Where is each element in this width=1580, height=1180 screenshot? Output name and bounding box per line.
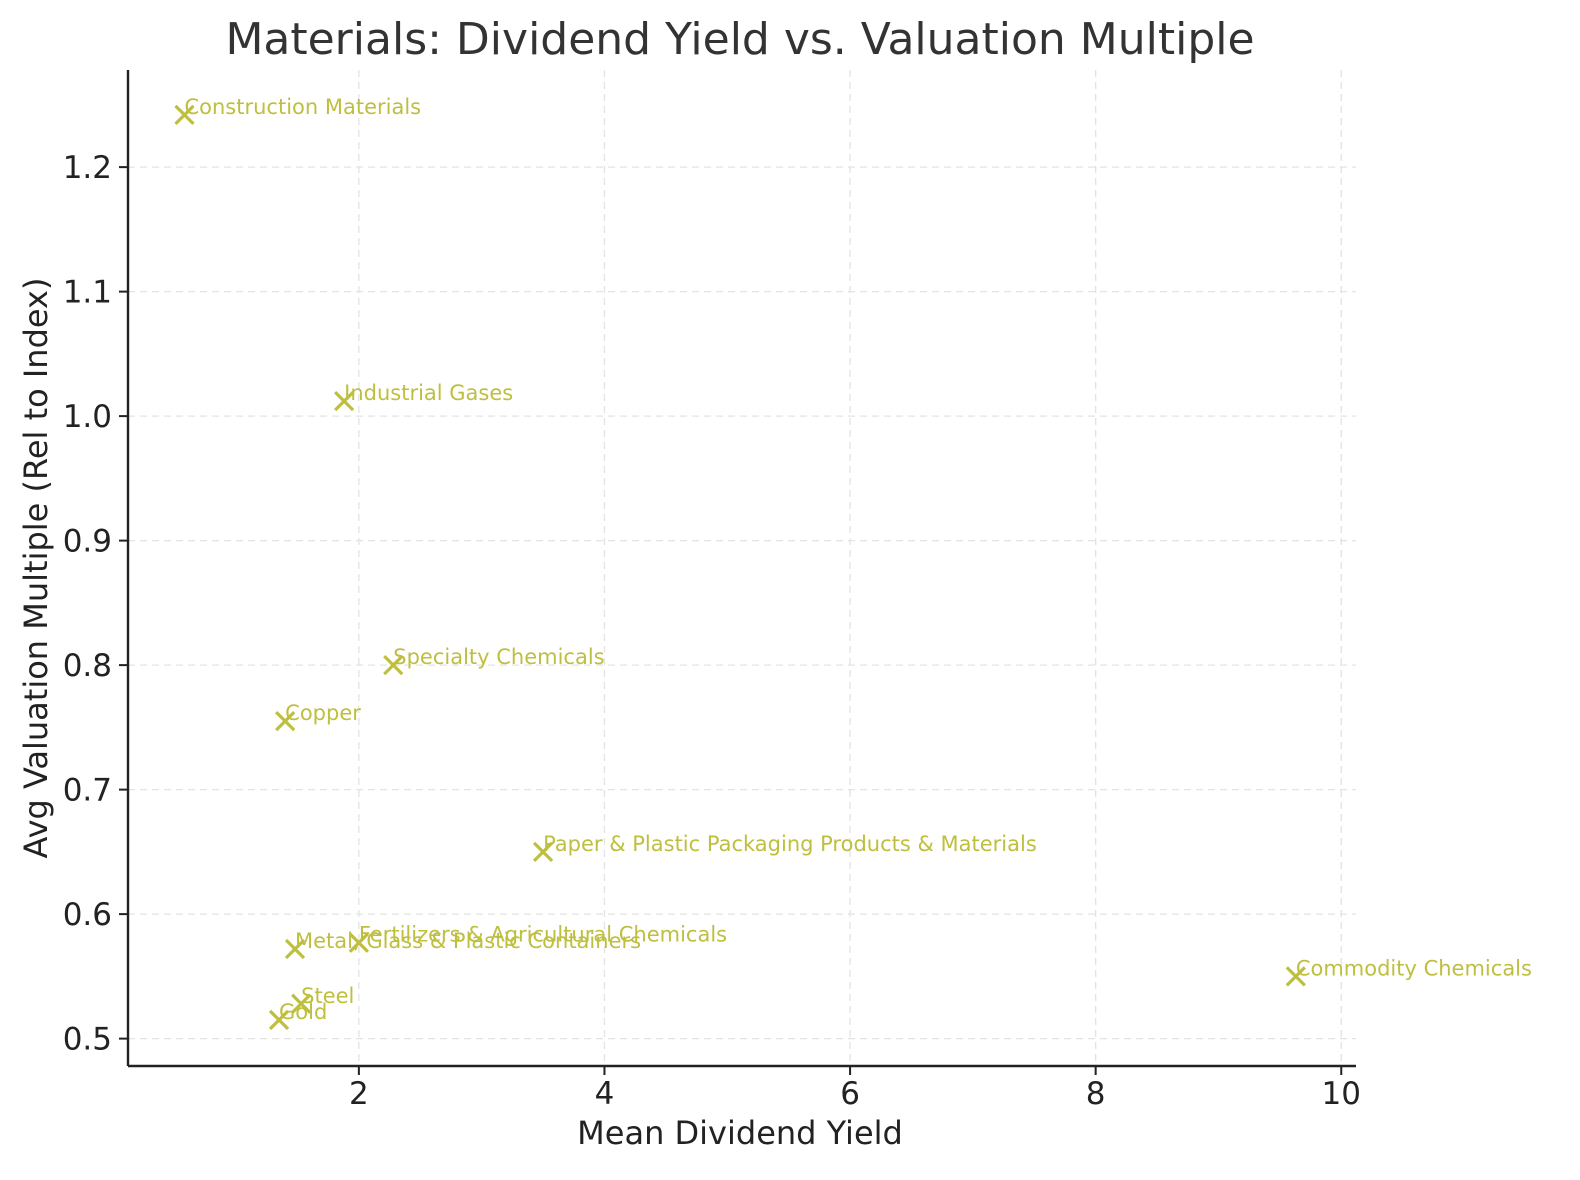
data-point [383,654,404,676]
y-axis-label: Avg Valuation Multiple (Rel to Index) [17,278,55,859]
point-label: Fertilizers & Agricultural Chemicals [359,923,727,947]
y-tick-label: 0.5 [63,1022,112,1058]
data-point [532,841,554,862]
y-tick-label: 1.1 [63,275,112,311]
data-point [268,1009,290,1031]
x-tick-label: 6 [840,1076,860,1112]
tick-marks: 2 4 6 8 10 0.5 0.6 0.7 0.8 0.9 1.0 1.1 1.2 [63,150,1361,1112]
point-label: Copper [285,701,361,725]
x-tick-label: 10 [1322,1076,1361,1112]
point-label: Specialty Chemicals [393,645,604,669]
chart-title: Materials: Dividend Yield vs. Valuation … [225,14,1254,65]
grid-lines [128,70,1356,1066]
y-tick-label: 0.8 [63,648,112,684]
data-point [1285,966,1306,987]
data-points [174,104,1306,1031]
x-axis-label: Mean Dividend Yield [577,1114,903,1152]
axes [126,70,1356,1068]
data-point [275,711,296,732]
data-point [333,391,355,412]
point-label: Steel [301,984,354,1008]
y-tick-label: 0.6 [63,897,112,933]
point-label: Construction Materials [184,95,421,119]
point-label: Metal, Glass & Plastic Containers [295,929,641,953]
point-labels: Construction Materials Industrial Gases Sp… [184,95,1531,1024]
y-tick-label: 0.7 [63,773,112,809]
data-point [284,938,306,960]
y-tick-label: 0.9 [63,524,112,560]
x-tick-label: 4 [595,1076,615,1112]
point-label: Industrial Gases [344,381,513,405]
point-label: Commodity Chemicals [1296,956,1532,980]
point-label: Gold [279,1000,327,1024]
point-label: Paper & Plastic Packaging Products & Mat… [543,832,1037,856]
data-point [291,993,312,1014]
data-point [174,104,195,125]
x-tick-label: 2 [349,1076,369,1112]
x-tick-label: 8 [1086,1076,1106,1112]
data-point [348,932,369,953]
y-tick-label: 1.2 [63,150,112,186]
y-tick-label: 1.0 [63,399,112,435]
